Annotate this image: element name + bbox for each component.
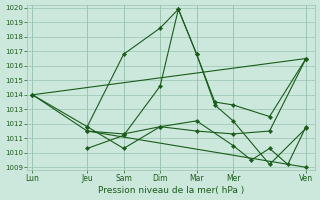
X-axis label: Pression niveau de la mer( hPa ): Pression niveau de la mer( hPa )	[98, 186, 244, 195]
